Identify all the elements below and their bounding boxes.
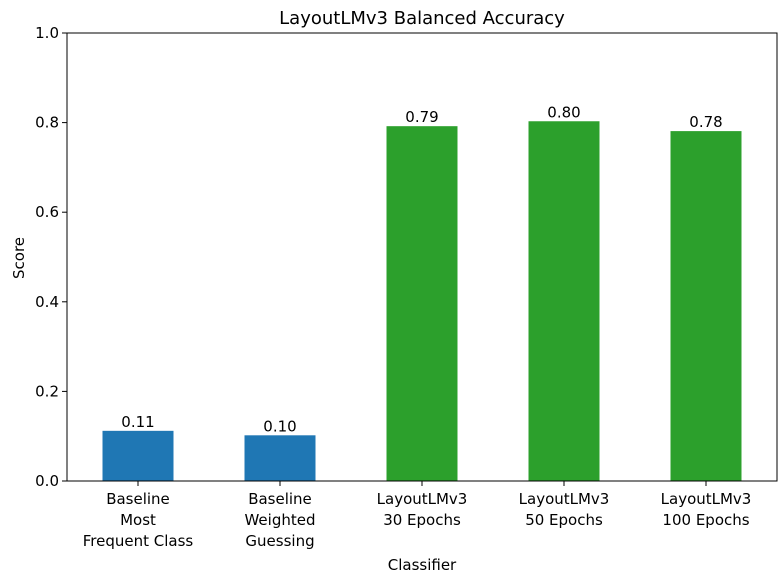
bar — [244, 435, 316, 481]
y-axis-label: Score — [10, 237, 28, 279]
bar-value-label: 0.10 — [263, 417, 296, 435]
bar-value-label: 0.78 — [689, 113, 722, 131]
bar-value-label: 0.11 — [121, 413, 154, 431]
y-tick-label: 1.0 — [35, 24, 59, 42]
x-tick-label: LayoutLMv3 100 Epochs — [661, 490, 752, 529]
y-tick-label: 0.6 — [35, 203, 59, 221]
bar — [670, 131, 742, 481]
x-tick-label: Baseline Weighted Guessing — [244, 490, 315, 550]
y-tick-label: 0.2 — [35, 382, 59, 400]
bar-value-label: 0.80 — [547, 103, 580, 121]
y-tick-label: 0.8 — [35, 114, 59, 132]
bar-value-label: 0.79 — [405, 108, 438, 126]
x-tick-label: Baseline Most Frequent Class — [83, 490, 194, 550]
y-tick-label: 0.4 — [35, 293, 59, 311]
chart-title: LayoutLMv3 Balanced Accuracy — [279, 8, 565, 29]
plot-area: 0.11 0.10 0.79 0.80 0.78 0.0 0.2 0.4 0.6 0.8 1.0 Ba… — [35, 24, 778, 550]
y-tick-label: 0.0 — [35, 472, 59, 490]
bar — [386, 126, 458, 482]
bar — [528, 121, 600, 482]
x-tick-label: LayoutLMv3 30 Epochs — [377, 490, 468, 529]
bar — [102, 430, 174, 481]
x-axis-label: Classifier — [388, 556, 457, 574]
x-tick-label: LayoutLMv3 50 Epochs — [519, 490, 610, 529]
